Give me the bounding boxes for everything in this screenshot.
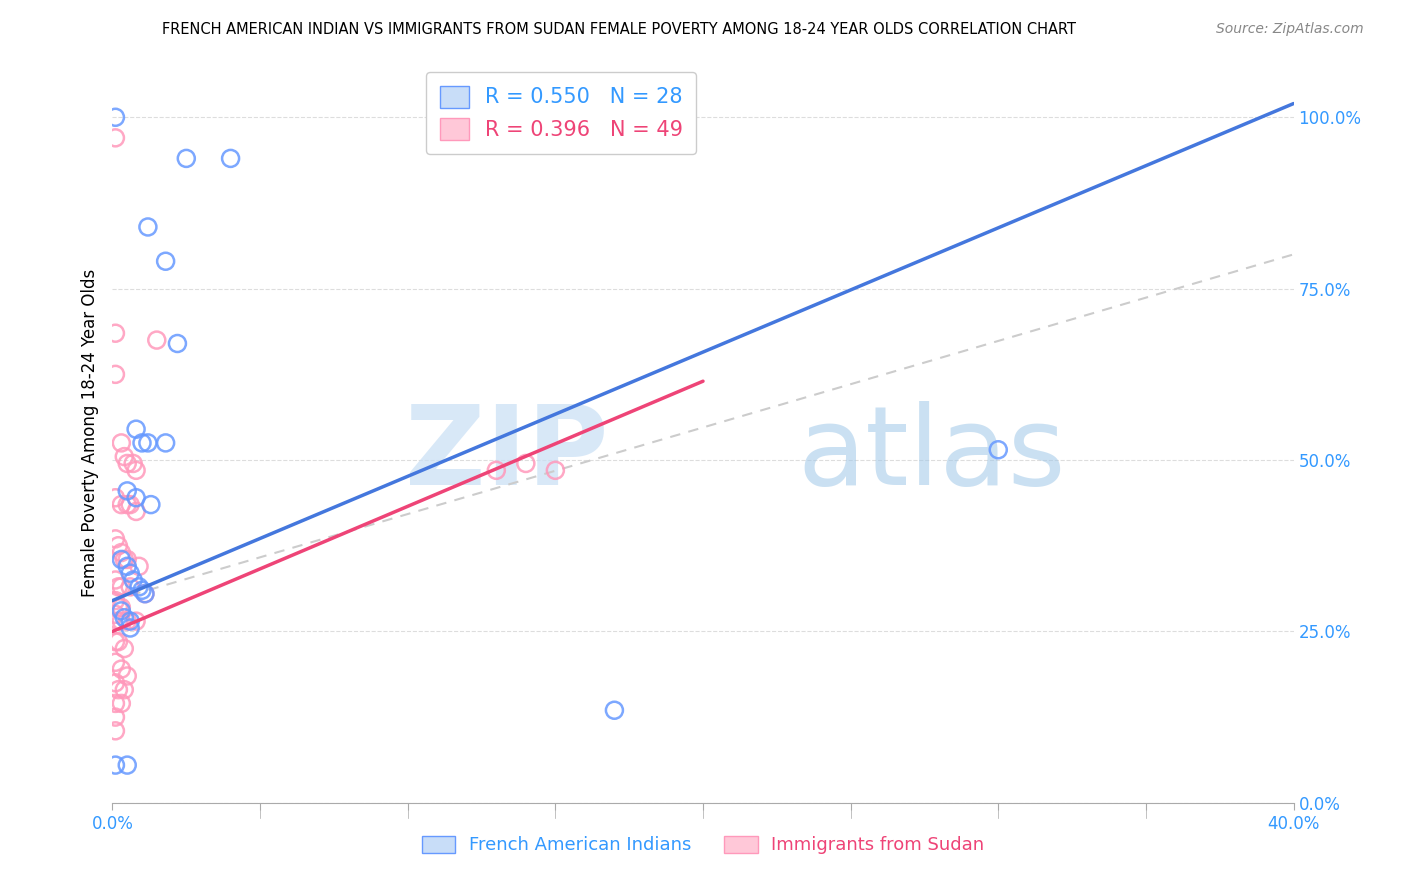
Point bbox=[107, 614, 129, 628]
Point bbox=[117, 758, 138, 772]
Point bbox=[120, 614, 142, 628]
Point bbox=[131, 583, 153, 598]
Point bbox=[104, 723, 127, 738]
Point bbox=[136, 219, 159, 234]
Point bbox=[544, 463, 567, 477]
Point bbox=[117, 457, 138, 471]
Point bbox=[110, 436, 132, 450]
Point bbox=[174, 152, 197, 166]
Point bbox=[139, 498, 162, 512]
Point bbox=[155, 436, 177, 450]
Point bbox=[104, 368, 127, 382]
Point bbox=[117, 614, 138, 628]
Point bbox=[104, 655, 127, 669]
Point bbox=[110, 552, 132, 566]
Point bbox=[110, 614, 132, 628]
Point bbox=[107, 600, 129, 615]
Point bbox=[219, 152, 242, 166]
Point bbox=[120, 621, 142, 635]
Legend: French American Indians, Immigrants from Sudan: French American Indians, Immigrants from… bbox=[415, 830, 991, 861]
Point bbox=[120, 498, 142, 512]
Point bbox=[122, 573, 145, 587]
Point bbox=[104, 593, 127, 607]
Point bbox=[107, 634, 129, 648]
Point bbox=[485, 463, 508, 477]
Point bbox=[110, 580, 132, 594]
Point bbox=[117, 559, 138, 574]
Point bbox=[104, 697, 127, 711]
Point bbox=[117, 483, 138, 498]
Point bbox=[110, 662, 132, 676]
Point bbox=[107, 539, 129, 553]
Point bbox=[146, 333, 169, 347]
Point bbox=[128, 559, 150, 574]
Text: Source: ZipAtlas.com: Source: ZipAtlas.com bbox=[1216, 22, 1364, 37]
Point bbox=[120, 566, 142, 581]
Point bbox=[515, 457, 537, 471]
Point bbox=[117, 498, 138, 512]
Point bbox=[104, 532, 127, 546]
Point bbox=[107, 580, 129, 594]
Point bbox=[128, 580, 150, 594]
Point bbox=[134, 587, 156, 601]
Point bbox=[104, 131, 127, 145]
Point bbox=[107, 682, 129, 697]
Point bbox=[117, 552, 138, 566]
Point bbox=[125, 422, 148, 436]
Point bbox=[104, 710, 127, 724]
Point bbox=[110, 600, 132, 615]
Point bbox=[104, 110, 127, 124]
Point bbox=[104, 573, 127, 587]
Point bbox=[112, 552, 135, 566]
Point bbox=[104, 326, 127, 341]
Point bbox=[104, 758, 127, 772]
Point bbox=[110, 498, 132, 512]
Text: FRENCH AMERICAN INDIAN VS IMMIGRANTS FROM SUDAN FEMALE POVERTY AMONG 18-24 YEAR : FRENCH AMERICAN INDIAN VS IMMIGRANTS FRO… bbox=[162, 22, 1076, 37]
Point bbox=[131, 436, 153, 450]
Point bbox=[125, 504, 148, 518]
Point bbox=[125, 491, 148, 505]
Point bbox=[104, 634, 127, 648]
Point bbox=[104, 607, 127, 622]
Point bbox=[166, 336, 188, 351]
Point bbox=[134, 587, 156, 601]
Point bbox=[120, 580, 142, 594]
Point bbox=[112, 450, 135, 464]
Point bbox=[110, 697, 132, 711]
Point bbox=[122, 457, 145, 471]
Point bbox=[136, 436, 159, 450]
Y-axis label: Female Poverty Among 18-24 Year Olds: Female Poverty Among 18-24 Year Olds bbox=[80, 268, 98, 597]
Point bbox=[125, 463, 148, 477]
Point bbox=[155, 254, 177, 268]
Point bbox=[112, 641, 135, 656]
Text: atlas: atlas bbox=[797, 401, 1066, 508]
Text: ZIP: ZIP bbox=[405, 401, 609, 508]
Point bbox=[110, 604, 132, 618]
Point bbox=[112, 610, 135, 624]
Point bbox=[603, 703, 626, 717]
Point bbox=[104, 676, 127, 690]
Point bbox=[112, 682, 135, 697]
Point bbox=[125, 614, 148, 628]
Point bbox=[110, 545, 132, 559]
Point bbox=[104, 491, 127, 505]
Point bbox=[117, 669, 138, 683]
Point bbox=[987, 442, 1010, 457]
